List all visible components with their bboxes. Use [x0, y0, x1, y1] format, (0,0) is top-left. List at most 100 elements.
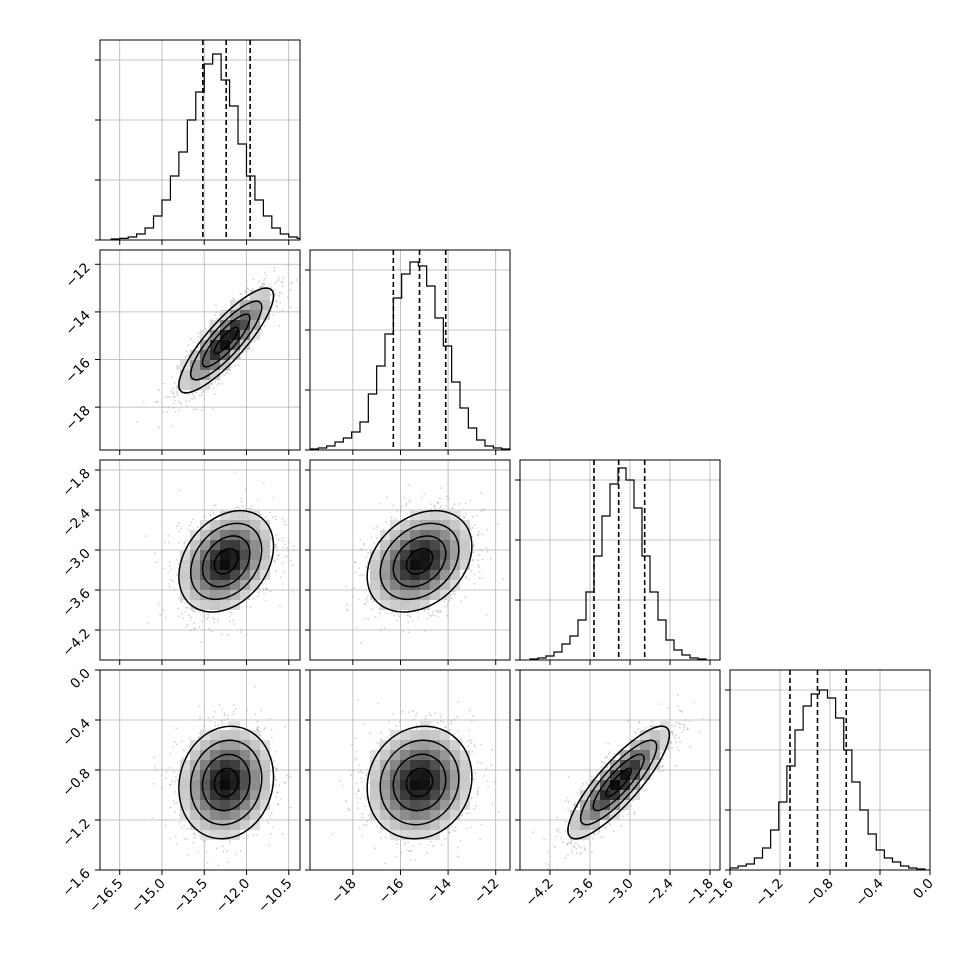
density-cell — [210, 770, 220, 780]
scatter-point — [472, 545, 475, 548]
y-tick-label: 0.0 — [67, 666, 94, 693]
scatter-point — [638, 721, 641, 724]
scatter-point — [250, 507, 253, 510]
density-cell — [220, 770, 230, 780]
scatter-point — [217, 618, 220, 621]
contour-line — [592, 753, 645, 812]
scatter-point — [180, 402, 183, 405]
density-cell — [380, 810, 390, 820]
scatter-point — [452, 590, 454, 593]
contour-line — [189, 739, 263, 826]
scatter-point — [256, 728, 259, 731]
scatter-point — [290, 282, 293, 285]
scatter-point — [196, 526, 199, 529]
scatter-point — [275, 768, 278, 771]
density-cell — [210, 590, 220, 600]
scatter-point — [660, 765, 663, 768]
scatter-point — [217, 724, 220, 727]
scatter-point — [570, 840, 572, 843]
scatter-point — [218, 703, 221, 706]
scatter-point — [592, 837, 595, 840]
density-cell — [420, 520, 430, 530]
density-cell — [590, 790, 600, 800]
scatter-point — [284, 781, 286, 784]
x-tick-label: −13.5 — [170, 876, 211, 917]
density-cell — [410, 740, 420, 750]
scatter-point — [233, 471, 236, 473]
contour-line — [405, 767, 434, 798]
scatter-point — [400, 851, 403, 854]
density-cell — [200, 600, 210, 610]
scatter-point — [454, 593, 457, 596]
density-cell — [660, 730, 670, 740]
density-cell — [200, 780, 210, 790]
scatter-point — [425, 714, 428, 717]
density-blocks — [180, 290, 270, 390]
density-cell — [600, 810, 610, 820]
density-cell — [450, 780, 460, 790]
scatter-point — [176, 525, 179, 527]
scatter-point — [262, 283, 265, 286]
scatter-point — [459, 840, 462, 843]
scatter-panel-1-0: −18 −16 −14 −12 — [62, 249, 301, 455]
scatter-point — [198, 735, 201, 738]
scatter-point — [363, 543, 366, 546]
density-cell — [370, 790, 380, 800]
scatter-point — [451, 507, 454, 509]
scatter-point — [418, 842, 421, 845]
scatter-point — [363, 723, 366, 725]
scatter-point — [669, 741, 672, 744]
density-cell — [450, 540, 460, 550]
scatter-point — [188, 737, 191, 740]
density-cell — [380, 740, 390, 750]
scatter-point — [439, 715, 442, 718]
scatter-point — [215, 318, 218, 320]
scatter-point — [190, 616, 193, 619]
density-cell — [610, 760, 620, 770]
scatter-point — [213, 618, 215, 621]
scatter-point — [284, 556, 286, 559]
contour-line — [201, 535, 251, 588]
x-tick-label: −12.0 — [213, 876, 254, 917]
density-cell — [440, 520, 450, 530]
density-cell — [440, 760, 450, 770]
scatter-point — [612, 830, 615, 833]
scatter-point — [183, 542, 186, 544]
scatter-point — [489, 557, 492, 560]
scatter-point — [192, 341, 195, 344]
scatter-point — [470, 796, 473, 799]
scatter-point — [445, 495, 448, 498]
density-cell — [220, 340, 230, 350]
density-cell — [220, 790, 230, 800]
scatter-point — [278, 553, 281, 556]
scatter-point — [400, 509, 403, 512]
scatter-point — [357, 807, 360, 810]
scatter-point — [454, 826, 457, 829]
scatter-point — [466, 827, 468, 830]
scatter-point — [566, 853, 569, 856]
density-cell — [190, 790, 200, 800]
scatter-point — [493, 781, 496, 784]
density-cell — [460, 750, 470, 760]
scatter-point — [263, 282, 265, 285]
density-cell — [370, 570, 380, 580]
y-tick-label: −0.8 — [59, 766, 93, 800]
scatter-point — [566, 842, 569, 845]
scatter-point — [573, 845, 576, 848]
density-cell — [590, 820, 600, 830]
scatter-point — [254, 713, 257, 716]
y-tick-label: −0.4 — [59, 716, 93, 750]
scatter-point — [415, 727, 418, 730]
density-cell — [210, 750, 220, 760]
density-cell — [570, 830, 580, 840]
scatter-point — [387, 528, 390, 530]
density-cell — [260, 520, 270, 530]
scatter-point — [237, 506, 240, 509]
scatter-point — [477, 559, 480, 562]
density-cell — [260, 570, 270, 580]
density-cell — [420, 560, 430, 570]
scatter-point — [477, 787, 480, 790]
scatter-point — [428, 712, 431, 715]
scatter-point — [440, 720, 442, 722]
density-cell — [410, 800, 420, 810]
